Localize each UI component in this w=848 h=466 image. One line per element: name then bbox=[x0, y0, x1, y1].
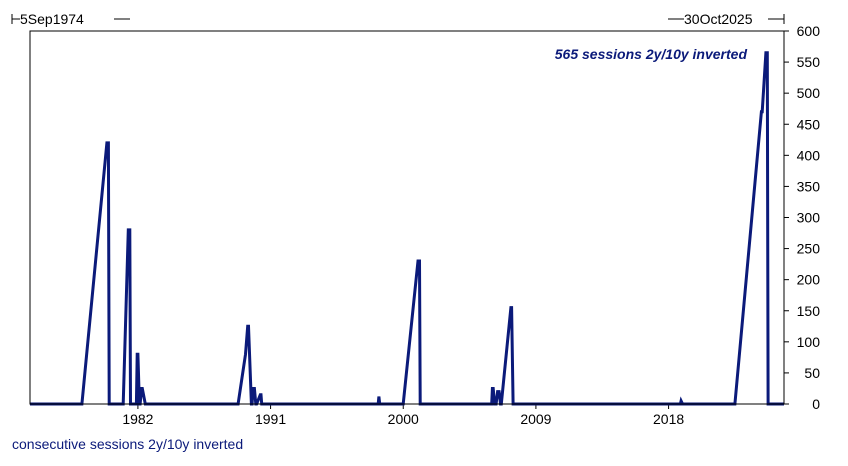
y-tick-label: 200 bbox=[797, 272, 821, 288]
range-start-marker: 5Sep1974 bbox=[11, 11, 130, 27]
y-tick-label: 450 bbox=[797, 116, 821, 132]
x-tick-label: 2000 bbox=[388, 411, 419, 427]
y-tick-label: 400 bbox=[797, 147, 821, 163]
series-label: consecutive sessions 2y/10y inverted bbox=[12, 436, 244, 452]
y-tick-label: 500 bbox=[797, 85, 821, 101]
x-tick-label: 2009 bbox=[520, 411, 551, 427]
y-tick-label: 100 bbox=[797, 334, 821, 350]
y-tick-label: 0 bbox=[812, 396, 820, 412]
plot-frame bbox=[29, 30, 785, 405]
y-tick-label: 50 bbox=[804, 365, 820, 381]
range-end-label: 30Oct2025 bbox=[684, 11, 753, 27]
x-tick-label: 1991 bbox=[255, 411, 286, 427]
y-tick-label: 600 bbox=[797, 23, 821, 39]
range-end-marker: 30Oct2025 bbox=[668, 11, 785, 27]
y-tick-label: 350 bbox=[797, 178, 821, 194]
range-start-label: 5Sep1974 bbox=[20, 11, 84, 27]
x-tick-label: 2018 bbox=[653, 411, 684, 427]
x-tick-label: 1982 bbox=[122, 411, 153, 427]
y-tick-label: 250 bbox=[797, 241, 821, 257]
y-tick-label: 550 bbox=[797, 54, 821, 70]
y-tick-label: 300 bbox=[797, 210, 821, 226]
y-tick-label: 150 bbox=[797, 303, 821, 319]
annotation-label: 565 sessions 2y/10y inverted bbox=[555, 46, 748, 62]
y-tick-labels-group: 0 50 100 150 200 250 300 350 400 450 500 550 600 bbox=[797, 23, 821, 412]
axis-ticks-group bbox=[137, 30, 789, 409]
x-tick-labels-group: 1982 1991 2000 2009 2018 bbox=[122, 411, 684, 427]
series-line bbox=[30, 51, 784, 406]
